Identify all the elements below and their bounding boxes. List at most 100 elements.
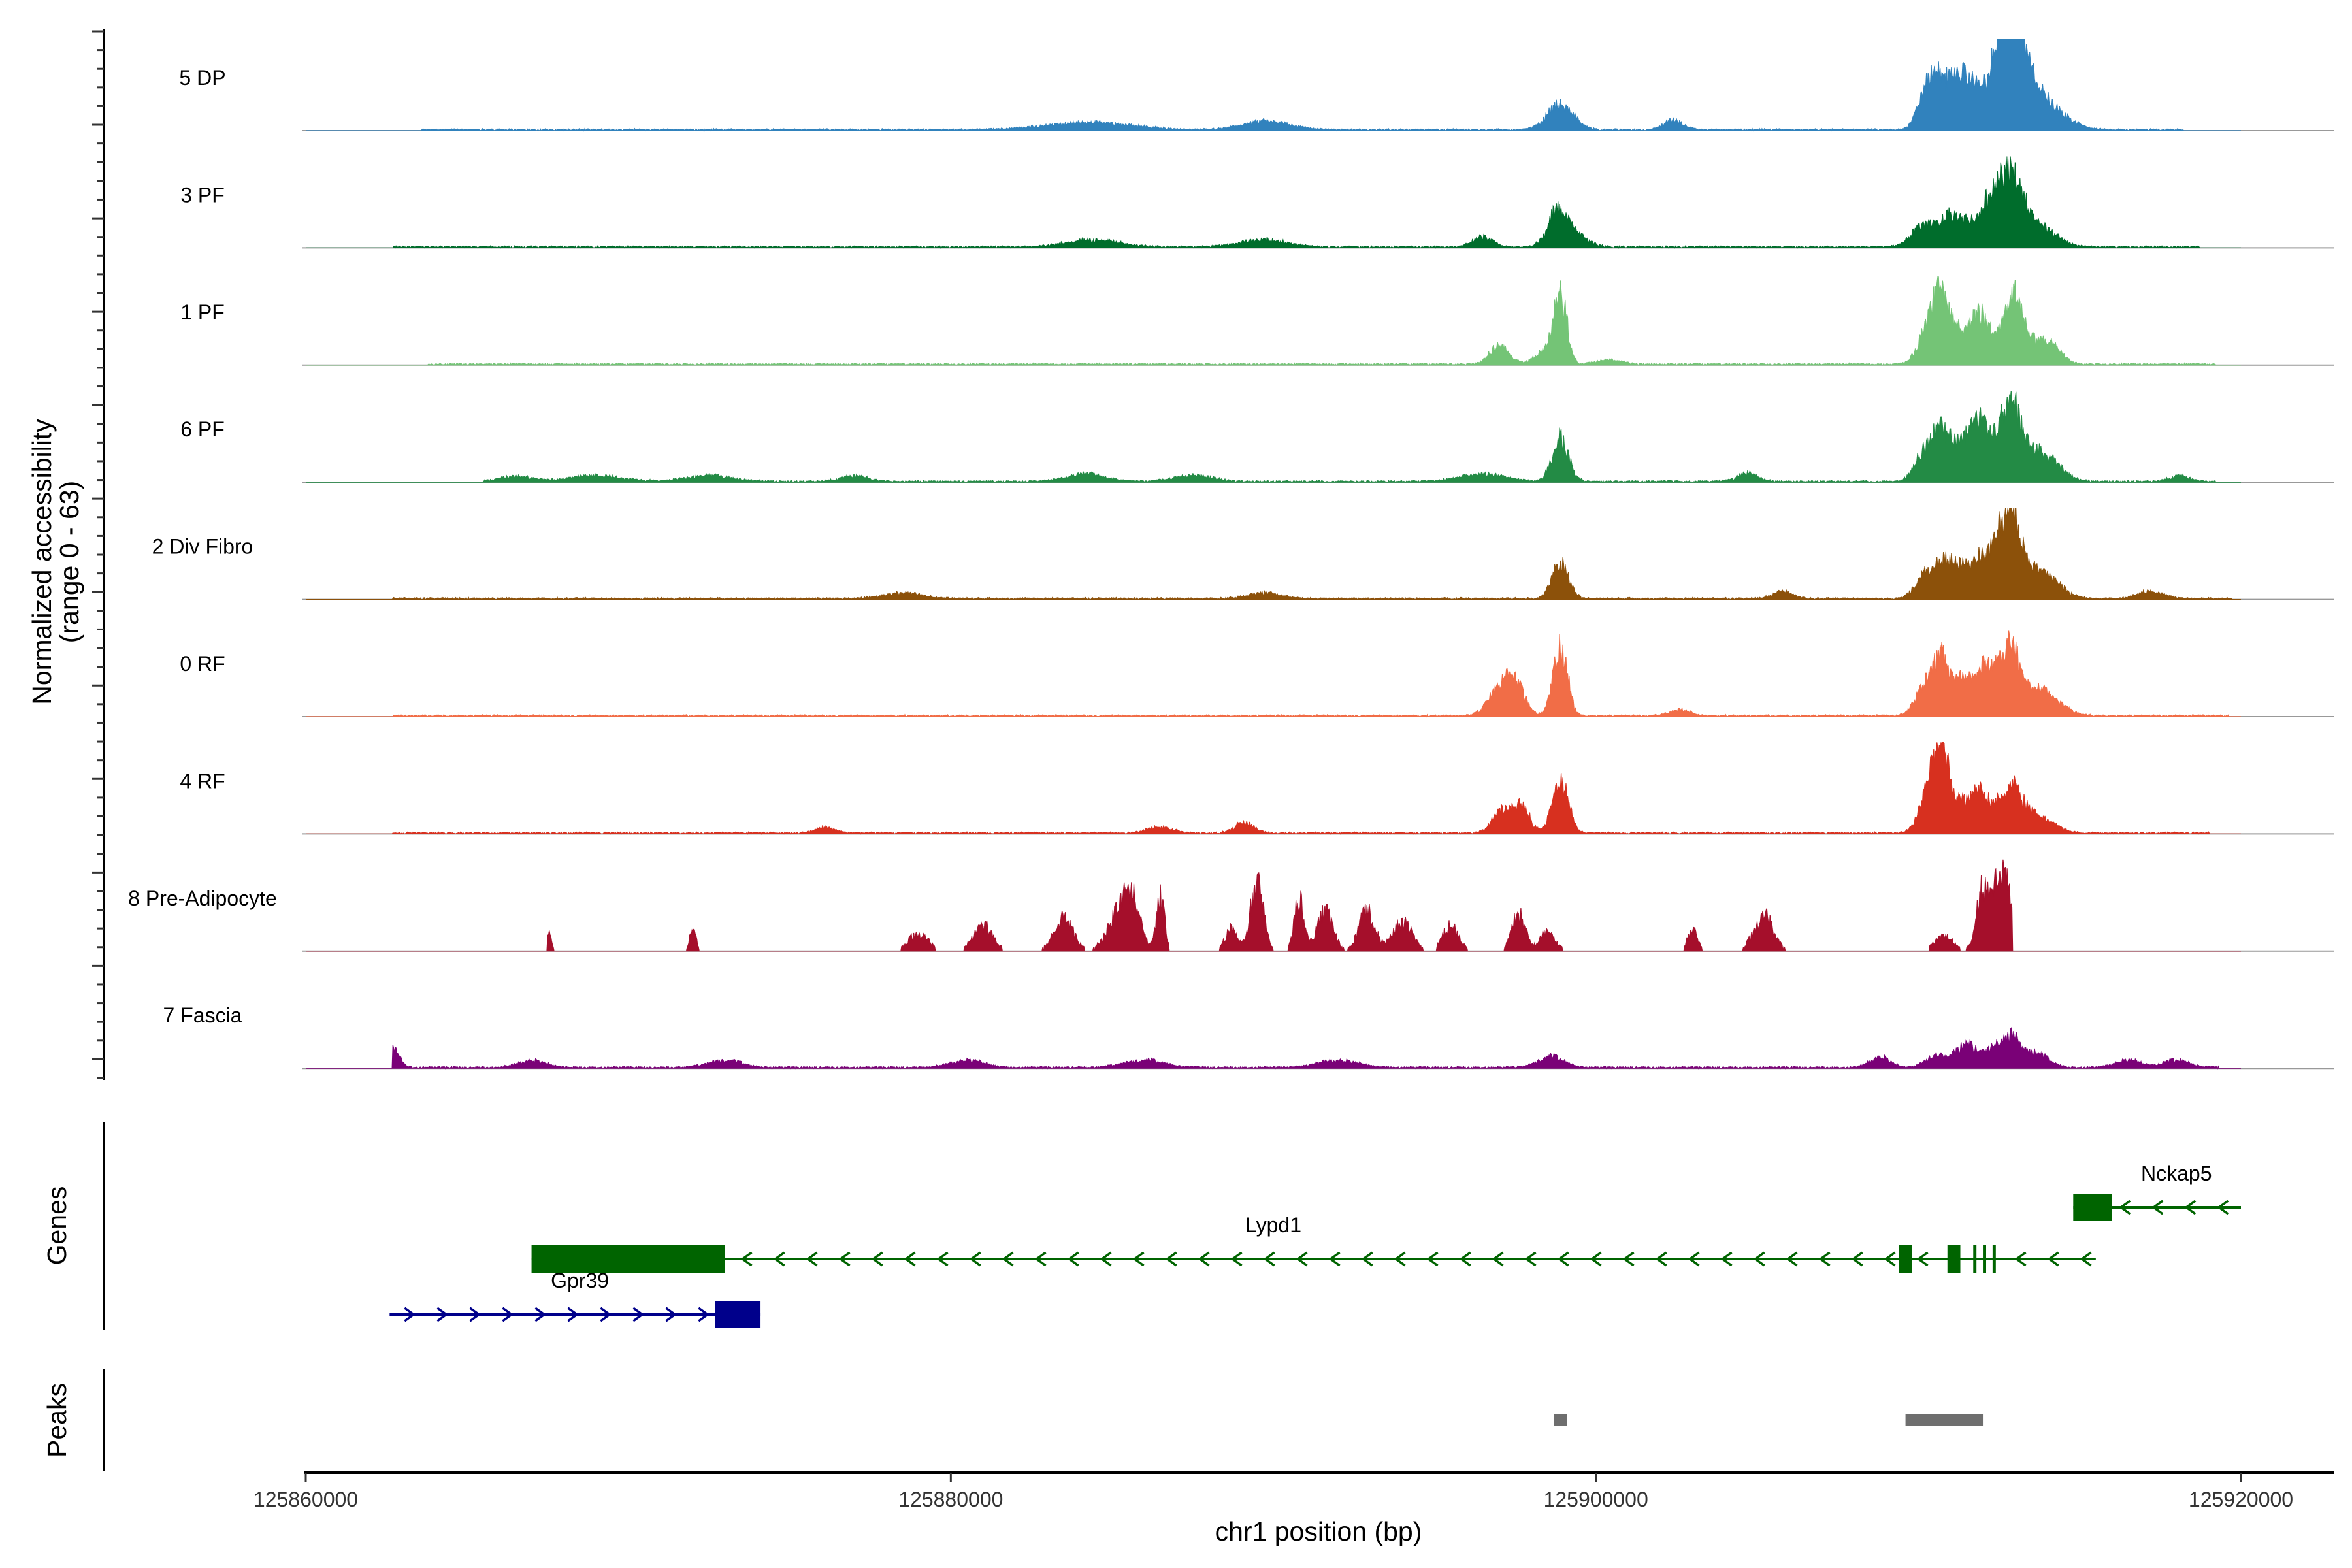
genes-panel-title: Genes — [42, 1186, 72, 1266]
strand-chevron — [1198, 1251, 1210, 1267]
strand-chevron — [567, 1307, 580, 1322]
peaks-panel-title: Peaks — [42, 1383, 72, 1458]
strand-chevron — [1851, 1251, 1863, 1267]
track-label: 2 Div Fibro — [152, 535, 253, 559]
y-axis-title-line1: Normalized accessibility — [27, 419, 57, 705]
track-label: 3 PF — [180, 183, 225, 206]
strand-chevron — [1394, 1251, 1406, 1267]
strand-chevron — [1426, 1251, 1439, 1267]
strand-chevron — [1492, 1251, 1504, 1267]
x-tick-label: 125880000 — [898, 1488, 1003, 1511]
strand-chevron — [1622, 1251, 1635, 1267]
y-axis-title: Normalized accessibility (range 0 - 63) — [27, 419, 84, 705]
track-signal — [306, 630, 2241, 718]
track-7-fascia: 7 Fascia — [163, 1004, 2334, 1070]
track-6-pf: 6 PF — [180, 391, 2334, 483]
strand-chevron — [1165, 1251, 1177, 1267]
track-label: 1 PF — [180, 301, 225, 324]
strand-chevron — [1132, 1251, 1145, 1267]
strand-chevron — [534, 1307, 547, 1322]
gene-exon — [1973, 1245, 1977, 1273]
strand-chevron — [806, 1251, 818, 1267]
strand-chevron — [436, 1307, 449, 1322]
strand-chevron — [1328, 1251, 1341, 1267]
strand-chevron — [904, 1251, 916, 1267]
strand-chevron — [1459, 1251, 1471, 1267]
track-8-pre-adipocyte: 8 Pre-Adipocyte — [128, 859, 2334, 952]
strand-chevron — [1230, 1251, 1243, 1267]
gene-exon — [715, 1301, 761, 1328]
strand-chevron — [404, 1307, 416, 1322]
strand-chevron — [936, 1251, 949, 1267]
track-label: 5 DP — [179, 66, 225, 90]
strand-chevron — [600, 1307, 612, 1322]
strand-chevron — [1524, 1251, 1537, 1267]
track-label: 6 PF — [180, 417, 225, 441]
x-axis-title: chr1 position (bp) — [1215, 1516, 1422, 1546]
strand-chevron — [502, 1307, 514, 1322]
track-signal — [306, 276, 2241, 367]
track-signal — [306, 1027, 2241, 1070]
strand-chevron — [698, 1307, 710, 1322]
x-tick-label: 125920000 — [2189, 1488, 2293, 1511]
gene-exon — [1992, 1245, 1996, 1273]
track-1-pf: 1 PF — [180, 276, 2334, 367]
coverage-y-ticks — [92, 30, 104, 1079]
strand-chevron — [740, 1251, 753, 1267]
strand-chevron — [1720, 1251, 1733, 1267]
strand-chevron — [1688, 1251, 1700, 1267]
track-0-rf: 0 RF — [180, 630, 2334, 718]
track-signal — [306, 156, 2241, 249]
peak-regions — [1554, 1414, 1984, 1426]
track-5-dp: 5 DP — [179, 39, 2334, 132]
track-signal — [306, 742, 2241, 835]
gene-exon — [1983, 1245, 1987, 1273]
strand-chevron — [2217, 1200, 2229, 1215]
gene-gpr39: Gpr39 — [389, 1269, 761, 1328]
strand-chevron — [2080, 1251, 2092, 1267]
strand-chevron — [632, 1307, 645, 1322]
strand-chevron — [1002, 1251, 1014, 1267]
strand-chevron — [838, 1251, 851, 1267]
strand-chevron — [1034, 1251, 1047, 1267]
track-3-pf: 3 PF — [180, 156, 2334, 249]
gene-exon — [1899, 1245, 1912, 1273]
gene-label: Gpr39 — [551, 1269, 609, 1292]
track-4-rf: 4 RF — [180, 742, 2334, 835]
strand-chevron — [773, 1251, 785, 1267]
x-tick-label: 125900000 — [1544, 1488, 1648, 1511]
strand-chevron — [1916, 1251, 1929, 1267]
gene-exon — [2073, 1194, 2112, 1221]
track-signal — [306, 39, 2241, 132]
track-label: 4 RF — [180, 769, 225, 792]
gene-annotations: Nckap5 Lypd1 Gpr39 — [389, 1162, 2241, 1328]
track-signal — [306, 859, 2241, 952]
strand-chevron — [1753, 1251, 1765, 1267]
strand-chevron — [1884, 1251, 1896, 1267]
x-tick-label: 125860000 — [253, 1488, 358, 1511]
strand-chevron — [1590, 1251, 1602, 1267]
strand-chevron — [2151, 1200, 2164, 1215]
strand-chevron — [1100, 1251, 1112, 1267]
track-label: 7 Fascia — [163, 1004, 242, 1027]
peak-region — [1905, 1414, 1984, 1426]
track-signal — [306, 391, 2241, 483]
track-signal — [306, 508, 2241, 601]
gene-lypd1: Lypd1 — [531, 1213, 2096, 1273]
strand-chevron — [1655, 1251, 1667, 1267]
strand-chevron — [871, 1251, 883, 1267]
strand-chevron — [1361, 1251, 1373, 1267]
peak-region — [1554, 1414, 1567, 1426]
coverage-tracks: 5 DP 3 PF 1 PF 6 PF 2 Div Fibro 0 RF 4 RF 8 Pre… — [128, 39, 2334, 1070]
track-label: 0 RF — [180, 652, 225, 676]
strand-chevron — [2184, 1200, 2197, 1215]
strand-chevron — [2014, 1251, 2027, 1267]
gene-exon — [531, 1245, 725, 1273]
gene-label: Nckap5 — [2141, 1162, 2212, 1185]
strand-chevron — [1557, 1251, 1569, 1267]
strand-chevron — [1818, 1251, 1831, 1267]
strand-chevron — [1067, 1251, 1079, 1267]
strand-chevron — [469, 1307, 482, 1322]
